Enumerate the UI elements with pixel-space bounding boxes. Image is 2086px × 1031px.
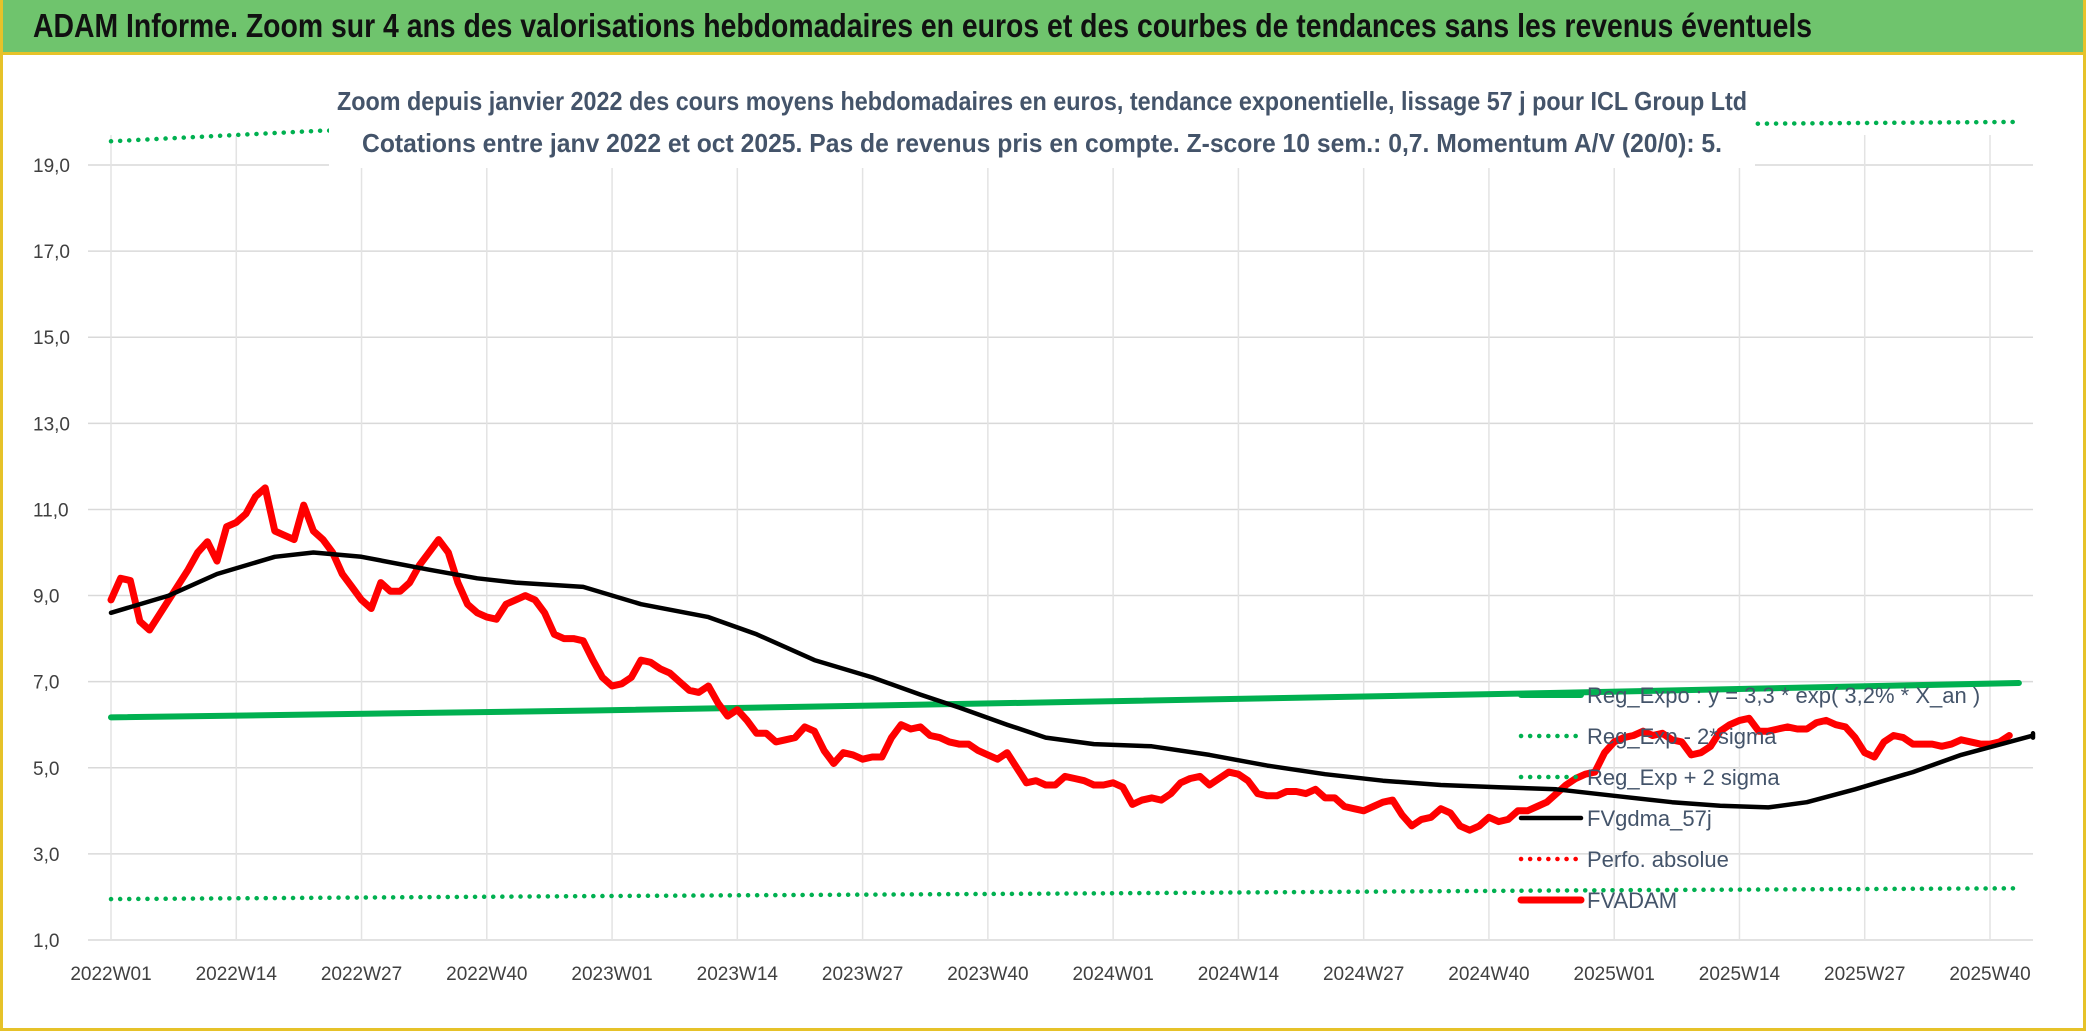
legend-label-2: Reg_Exp - 2*sigma xyxy=(1587,724,1777,749)
chart-grid xyxy=(88,135,2033,941)
y-tick-label: 19,0 xyxy=(33,156,70,177)
legend-label-5: Perfo. absolue xyxy=(1587,847,1729,872)
x-tick-label: 2025W14 xyxy=(1699,964,1781,985)
x-tick-label: 2024W40 xyxy=(1448,964,1529,985)
y-tick-label: 17,0 xyxy=(33,242,70,263)
subtitle-backdrop xyxy=(329,72,1755,168)
legend-label-4: FVgdma_57j xyxy=(1587,806,1712,831)
series-line-1 xyxy=(108,680,2022,721)
report-title: ADAM Informe. Zoom sur 4 ans des valoris… xyxy=(33,7,1813,44)
x-tick-label: 2024W14 xyxy=(1198,964,1280,985)
chart-series xyxy=(107,119,2036,902)
x-tick-label: 2022W14 xyxy=(196,964,278,985)
x-tick-label: 2022W01 xyxy=(70,964,151,985)
y-tick-label: 9,0 xyxy=(33,587,59,608)
legend-label-1: Reg_Expo : y = 3,3 * exp( 3,2% * X_an ) xyxy=(1587,683,1980,708)
x-tick-label: 2023W14 xyxy=(697,964,779,985)
y-tick-label: 13,0 xyxy=(33,414,70,435)
y-tick-label: 15,0 xyxy=(33,328,70,349)
series-line-6 xyxy=(107,484,2013,834)
series-line-4 xyxy=(108,550,2036,810)
x-tick-label: 2025W40 xyxy=(1949,964,2030,985)
legend-label-6: FVADAM xyxy=(1587,888,1677,913)
trend-chart: Zoom depuis janvier 2022 des cours moyen… xyxy=(33,72,2036,985)
x-tick-label: 2023W01 xyxy=(571,964,652,985)
chart-axes: 1,0 3,0 5,0 7,0 9,0 11,0 13,0 15,0 17,0 19,0 2022W… xyxy=(33,156,2031,985)
x-tick-label: 2023W40 xyxy=(947,964,1028,985)
x-tick-label: 2023W27 xyxy=(822,964,903,985)
chart-subtitle: Cotations entre janv 2022 et oct 2025. P… xyxy=(362,128,1722,158)
report-banner: ADAM Informe. Zoom sur 4 ans des valoris… xyxy=(3,0,2083,55)
x-tick-label: 2025W01 xyxy=(1574,964,1655,985)
legend-label-3: Reg_Exp + 2 sigma xyxy=(1587,765,1780,790)
x-tick-label: 2022W40 xyxy=(446,964,527,985)
y-tick-label: 11,0 xyxy=(33,500,69,521)
y-tick-label: 7,0 xyxy=(33,673,59,694)
y-tick-label: 3,0 xyxy=(33,845,59,866)
x-tick-label: 2024W01 xyxy=(1072,964,1153,985)
series-line-2 xyxy=(108,886,2022,902)
chart-title: Zoom depuis janvier 2022 des cours moyen… xyxy=(337,86,1747,116)
y-tick-label: 5,0 xyxy=(33,759,59,780)
x-tick-label: 2025W27 xyxy=(1824,964,1905,985)
chart-legend: Reg_Expo : y = 3,3 * exp( 3,2% * X_an ) R… xyxy=(1517,683,1980,913)
y-tick-label: 1,0 xyxy=(33,931,59,952)
x-tick-label: 2024W27 xyxy=(1323,964,1404,985)
x-tick-label: 2022W27 xyxy=(321,964,402,985)
